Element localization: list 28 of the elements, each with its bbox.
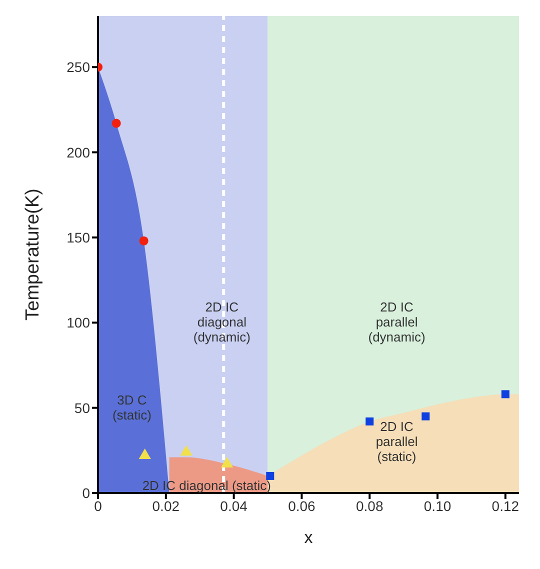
y-tick-label: 250 <box>66 59 90 76</box>
y-tick-label: 200 <box>66 144 90 160</box>
x-tick-label: 0.08 <box>356 498 384 514</box>
y-tick-label: 0 <box>82 484 90 501</box>
annotation: 2D IC parallel (static) <box>376 418 418 464</box>
x-tick-label: 0.06 <box>288 498 316 514</box>
point <box>220 457 234 468</box>
y-axis-title: Temperature(K) <box>22 188 44 320</box>
point <box>138 448 151 460</box>
x-axis-title: x <box>304 528 314 547</box>
annotation: 2D IC diagonal (dynamic) <box>193 300 250 345</box>
point <box>180 445 192 456</box>
point <box>501 390 510 398</box>
y-tick-label: 100 <box>66 314 90 331</box>
point <box>139 236 148 246</box>
y-tick-label: 50 <box>74 400 90 416</box>
x-tick-label: 0.12 <box>492 498 520 514</box>
point <box>266 472 274 480</box>
x-tick-label: 0.02 <box>152 498 180 514</box>
annotation: 2D IC parallel (dynamic) <box>368 300 426 345</box>
annotation: 3D C (static) <box>112 392 152 422</box>
point <box>112 118 121 128</box>
x-tick-label: 0.10 <box>424 498 452 514</box>
point <box>366 417 374 426</box>
x-tick-label: 0.04 <box>220 498 248 514</box>
x-tick-label: 0 <box>94 498 102 514</box>
point <box>422 412 430 420</box>
y-tick-label: 150 <box>66 229 90 246</box>
